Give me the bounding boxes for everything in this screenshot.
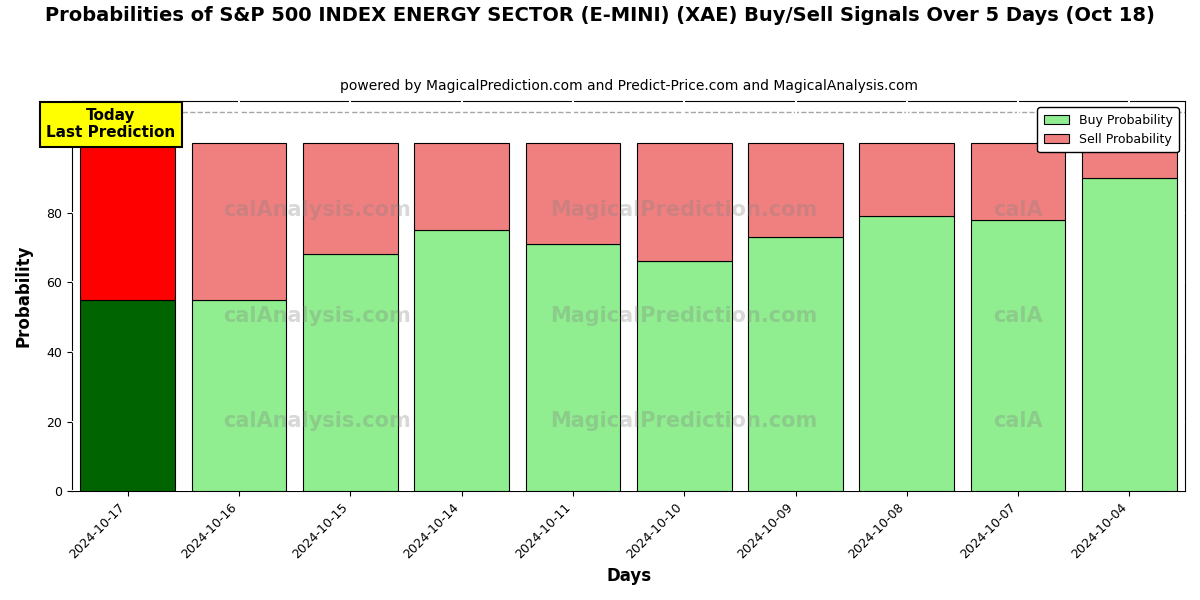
- Bar: [971, 220, 1066, 491]
- Text: calAnalysis.com: calAnalysis.com: [223, 411, 410, 431]
- Text: MagicalPrediction.com: MagicalPrediction.com: [551, 305, 818, 326]
- Text: calA: calA: [994, 200, 1043, 220]
- Bar: [749, 237, 842, 491]
- Bar: [80, 299, 175, 491]
- Title: powered by MagicalPrediction.com and Predict-Price.com and MagicalAnalysis.com: powered by MagicalPrediction.com and Pre…: [340, 79, 918, 93]
- Text: calA: calA: [994, 305, 1043, 326]
- Text: MagicalPrediction.com: MagicalPrediction.com: [551, 411, 818, 431]
- Text: Probabilities of S&P 500 INDEX ENERGY SECTOR (E-MINI) (XAE) Buy/Sell Signals Ove: Probabilities of S&P 500 INDEX ENERGY SE…: [46, 6, 1154, 25]
- Bar: [80, 143, 175, 299]
- Bar: [859, 216, 954, 491]
- Bar: [971, 143, 1066, 220]
- Bar: [526, 143, 620, 244]
- Bar: [1082, 143, 1177, 178]
- X-axis label: Days: Days: [606, 567, 652, 585]
- Bar: [192, 299, 287, 491]
- Bar: [414, 143, 509, 230]
- Bar: [749, 143, 842, 237]
- Text: MagicalPrediction.com: MagicalPrediction.com: [551, 200, 818, 220]
- Text: calAnalysis.com: calAnalysis.com: [223, 200, 410, 220]
- Bar: [859, 143, 954, 216]
- Bar: [637, 262, 732, 491]
- Text: calAnalysis.com: calAnalysis.com: [223, 305, 410, 326]
- Bar: [1082, 178, 1177, 491]
- Bar: [192, 143, 287, 299]
- Bar: [304, 254, 397, 491]
- Bar: [637, 143, 732, 262]
- Bar: [526, 244, 620, 491]
- Y-axis label: Probability: Probability: [16, 245, 34, 347]
- Bar: [304, 143, 397, 254]
- Bar: [414, 230, 509, 491]
- Text: calA: calA: [994, 411, 1043, 431]
- Legend: Buy Probability, Sell Probability: Buy Probability, Sell Probability: [1037, 107, 1178, 152]
- Text: Today
Last Prediction: Today Last Prediction: [47, 108, 175, 140]
